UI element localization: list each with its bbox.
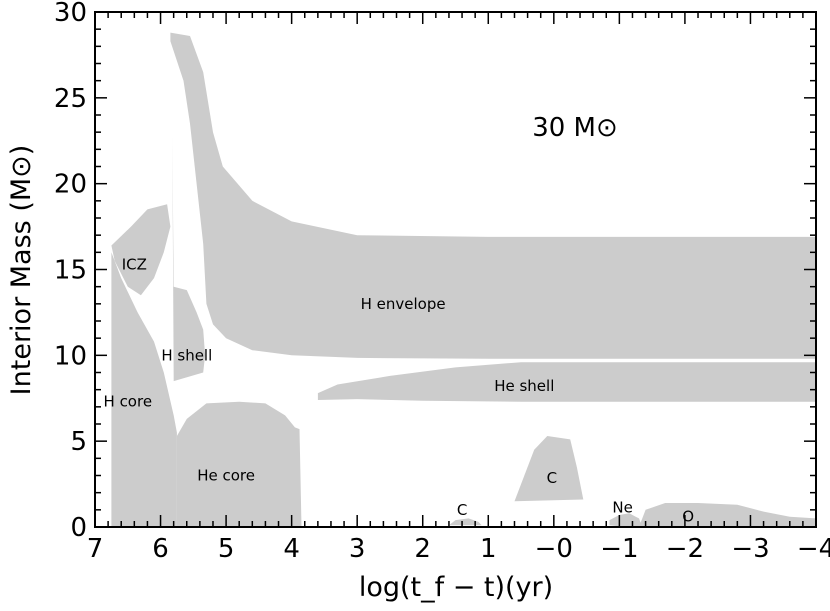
tick-labels-layer: 7 6 5 4 3 2 1 −0 −1 −2 −3 −4 0 5 10 15 20 25 30: [54, 0, 830, 564]
region-o-9: [639, 503, 816, 527]
region-icz-1: [111, 204, 171, 296]
regions-layer: [111, 32, 816, 528]
x-axis-label: log(t_f − t)(yr): [359, 572, 553, 603]
region-label-c-6: C: [457, 501, 467, 519]
x-tick-label: 2: [414, 534, 431, 564]
x-tick-label: 1: [480, 534, 497, 564]
y-tick-label: 10: [54, 341, 87, 371]
region-label-o-9: O: [682, 508, 694, 526]
y-axis-label: Interior Mass (M⊙): [6, 145, 37, 396]
region-c-6: [448, 518, 482, 526]
region-labels-layer: H envelope ICZ H shell H core He core He shel…: [104, 255, 695, 525]
y-tick-label: 25: [54, 84, 87, 114]
y-tick-label: 0: [70, 513, 87, 543]
x-tick-label: 6: [152, 534, 169, 564]
x-tick-label: −2: [666, 534, 704, 564]
y-tick-label: 20: [54, 170, 87, 200]
x-tick-label: 7: [87, 534, 104, 564]
region-h-shell-2: [172, 135, 206, 382]
region-label-h-core-3: H core: [104, 393, 153, 411]
region-he-core-4: [176, 401, 302, 527]
y-tick-label: 30: [54, 0, 87, 28]
region-label-he-shell-5: He shell: [494, 377, 554, 395]
region-label-h-shell-2: H shell: [161, 346, 212, 364]
chart-title: 30 M⊙: [532, 113, 618, 143]
x-tick-label: −4: [797, 534, 830, 564]
region-h-envelope-0: [170, 32, 816, 359]
region-he-shell-5: [317, 362, 816, 402]
region-label-c-7: C: [547, 469, 557, 487]
x-tick-label: 4: [283, 534, 300, 564]
y-tick-label: 5: [70, 427, 87, 457]
region-label-ne-8: Ne: [612, 498, 632, 516]
x-tick-label: −3: [731, 534, 769, 564]
x-tick-label: −0: [535, 534, 573, 564]
region-label-h-envelope-0: H envelope: [361, 295, 446, 313]
y-tick-label: 15: [54, 256, 87, 286]
region-c-7: [514, 436, 584, 502]
plot-frame: [94, 11, 817, 528]
x-tick-label: −1: [600, 534, 638, 564]
region-h-core-3: [111, 252, 177, 528]
region-ne-8: [609, 513, 643, 527]
x-tick-label: 3: [349, 534, 366, 564]
region-label-icz-1: ICZ: [122, 255, 147, 273]
region-label-he-core-4: He core: [197, 467, 255, 485]
x-tick-label: 5: [218, 534, 235, 564]
